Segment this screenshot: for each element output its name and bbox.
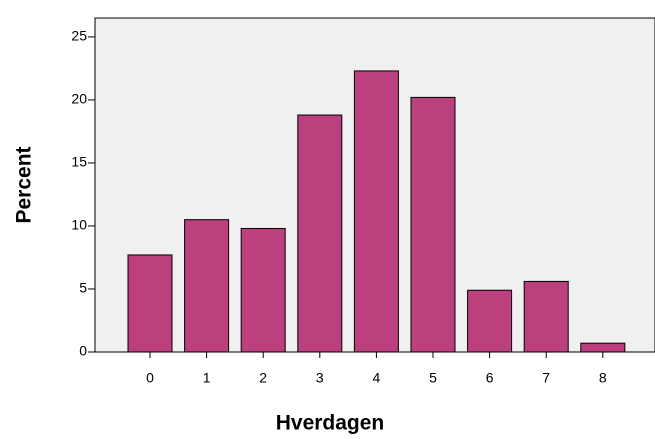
y-tick-label: 25 xyxy=(71,28,87,44)
x-tick-label: 8 xyxy=(599,370,607,386)
x-tick-label: 6 xyxy=(486,370,494,386)
y-tick-label: 0 xyxy=(79,343,87,359)
y-axis-label: Percent xyxy=(13,146,36,223)
bar xyxy=(580,342,626,353)
x-tick-label: 4 xyxy=(373,370,381,386)
bar xyxy=(240,227,286,353)
y-tick-label: 5 xyxy=(79,280,87,296)
bar xyxy=(184,219,230,353)
bar xyxy=(410,96,456,353)
bar xyxy=(297,114,343,353)
x-tick-label: 0 xyxy=(146,370,154,386)
bar xyxy=(467,289,513,353)
x-tick-label: 1 xyxy=(203,370,211,386)
bar xyxy=(523,280,569,353)
x-tick-label: 3 xyxy=(316,370,324,386)
x-tick-label: 2 xyxy=(259,370,267,386)
bar xyxy=(353,70,399,353)
x-axis-label: Hverdagen xyxy=(276,412,385,435)
y-tick-label: 10 xyxy=(71,217,87,233)
x-tick-label: 7 xyxy=(542,370,550,386)
x-tick-label: 5 xyxy=(429,370,437,386)
y-tick-label: 20 xyxy=(71,91,87,107)
y-tick-label: 15 xyxy=(71,154,87,170)
bar xyxy=(127,254,173,353)
